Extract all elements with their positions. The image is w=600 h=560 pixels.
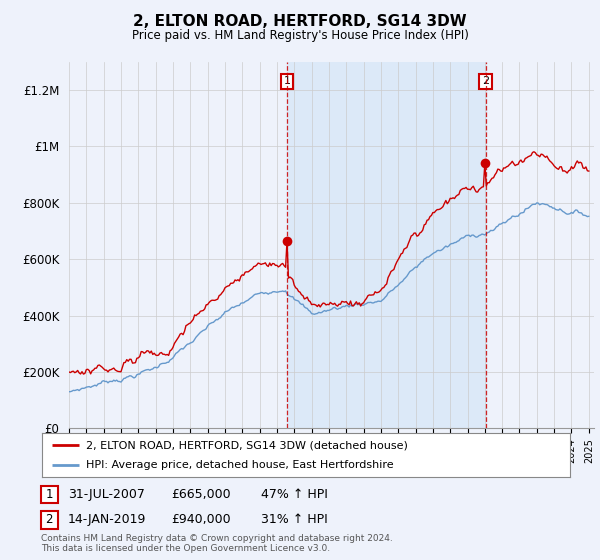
Text: 2, ELTON ROAD, HERTFORD, SG14 3DW (detached house): 2, ELTON ROAD, HERTFORD, SG14 3DW (detac… bbox=[86, 440, 407, 450]
Text: £940,000: £940,000 bbox=[171, 513, 230, 526]
Text: 47% ↑ HPI: 47% ↑ HPI bbox=[261, 488, 328, 501]
Text: 31-JUL-2007: 31-JUL-2007 bbox=[68, 488, 145, 501]
Text: Price paid vs. HM Land Registry's House Price Index (HPI): Price paid vs. HM Land Registry's House … bbox=[131, 29, 469, 42]
Text: 2: 2 bbox=[46, 513, 53, 526]
Text: 1: 1 bbox=[283, 76, 290, 86]
Text: 31% ↑ HPI: 31% ↑ HPI bbox=[261, 513, 328, 526]
Text: 2, ELTON ROAD, HERTFORD, SG14 3DW: 2, ELTON ROAD, HERTFORD, SG14 3DW bbox=[133, 14, 467, 29]
Text: 1: 1 bbox=[46, 488, 53, 501]
Text: 14-JAN-2019: 14-JAN-2019 bbox=[68, 513, 146, 526]
Text: HPI: Average price, detached house, East Hertfordshire: HPI: Average price, detached house, East… bbox=[86, 460, 394, 470]
Text: Contains HM Land Registry data © Crown copyright and database right 2024.
This d: Contains HM Land Registry data © Crown c… bbox=[41, 534, 392, 553]
Text: 2: 2 bbox=[482, 76, 489, 86]
Text: £665,000: £665,000 bbox=[171, 488, 230, 501]
Bar bbox=[287, 62, 485, 428]
